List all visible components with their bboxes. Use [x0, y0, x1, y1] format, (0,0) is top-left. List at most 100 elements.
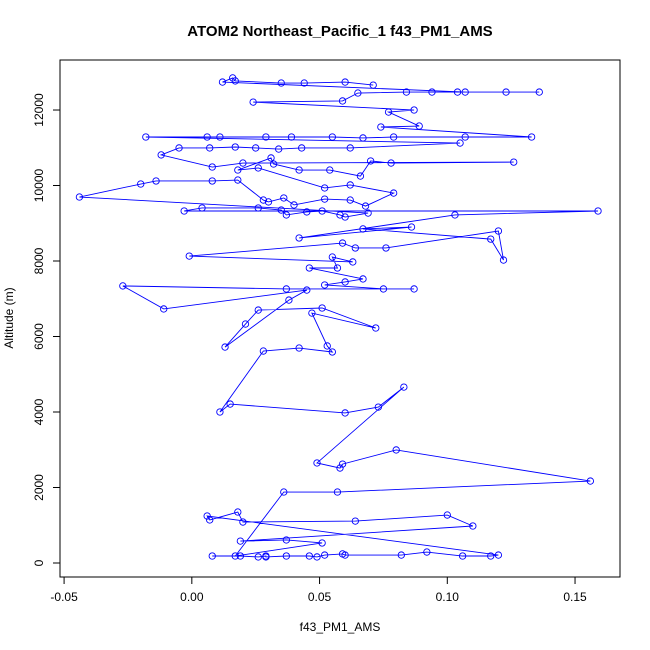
data-point	[206, 144, 214, 152]
x-tick-label: 0.00	[180, 590, 204, 604]
data-point	[305, 264, 313, 272]
data-point	[321, 551, 329, 559]
data-point	[341, 213, 349, 221]
data-point	[384, 108, 393, 116]
data-point	[349, 258, 357, 266]
data-point	[456, 139, 464, 147]
data-point	[428, 88, 436, 96]
data-point	[359, 134, 367, 142]
y-tick-label: 10000	[32, 169, 46, 203]
data-point	[346, 144, 354, 152]
x-tick-label: 0.05	[308, 590, 332, 604]
data-point	[119, 282, 127, 290]
data-point	[333, 488, 342, 496]
data-point	[308, 309, 316, 317]
data-point	[241, 320, 250, 328]
data-point	[277, 79, 285, 87]
data-point	[239, 518, 247, 526]
data-point	[216, 133, 224, 141]
data-point	[458, 552, 467, 560]
data-point	[499, 256, 508, 264]
data-point	[75, 193, 84, 201]
data-point	[494, 551, 503, 559]
data-point	[351, 517, 359, 525]
y-tick-label: 6000	[32, 323, 46, 350]
data-point	[142, 133, 150, 141]
data-point	[328, 348, 336, 356]
data-point	[336, 211, 344, 219]
data-point	[208, 177, 216, 185]
data-point	[287, 133, 296, 141]
y-tick-label: 0	[32, 559, 46, 566]
y-axis-label: Altitude (m)	[2, 287, 16, 348]
chart-title: ATOM2 Northeast_Pacific_1 f43_PM1_AMS	[187, 23, 492, 40]
data-point	[461, 133, 469, 141]
data-point	[341, 78, 349, 86]
data-point	[252, 144, 260, 152]
data-point	[234, 508, 242, 516]
data-point	[379, 285, 388, 293]
data-point	[341, 409, 349, 417]
data-point	[280, 488, 288, 496]
data-point	[298, 144, 306, 152]
data-point	[338, 460, 347, 468]
data-point	[346, 181, 354, 189]
y-tick-label: 4000	[32, 398, 46, 425]
data-point	[451, 211, 459, 219]
data-point	[160, 305, 168, 313]
data-point	[290, 201, 298, 209]
data-point	[586, 477, 595, 485]
data-point	[387, 159, 395, 167]
data-point	[282, 536, 291, 544]
data-point	[185, 252, 193, 260]
data-point	[234, 176, 242, 184]
data-point	[321, 184, 329, 192]
data-point	[236, 552, 245, 560]
data-point	[389, 189, 398, 197]
data-point	[254, 164, 262, 172]
data-point	[231, 552, 239, 560]
data-point	[407, 223, 416, 231]
data-point	[372, 324, 380, 332]
data-point	[277, 206, 285, 214]
data-point	[397, 551, 405, 559]
data-point	[313, 459, 321, 467]
data-point	[236, 537, 245, 545]
x-tick-label: 0.10	[436, 590, 460, 604]
data-point	[341, 551, 349, 559]
data-point	[527, 133, 536, 141]
data-point	[535, 88, 543, 96]
data-point	[203, 133, 211, 141]
data-point	[359, 275, 367, 283]
data-point	[280, 194, 288, 202]
data-point	[208, 163, 216, 171]
data-point	[369, 81, 377, 89]
data-point	[285, 296, 293, 304]
data-point	[282, 552, 291, 560]
data-point	[206, 516, 214, 524]
data-point	[249, 98, 257, 106]
data-point	[402, 88, 411, 96]
data-point	[262, 133, 270, 141]
data-point	[336, 464, 344, 472]
data-point	[313, 553, 321, 561]
data-point	[361, 202, 370, 210]
data-point	[326, 166, 334, 174]
data-point	[341, 278, 349, 286]
data-point	[328, 253, 336, 261]
data-point	[461, 88, 469, 96]
data-point	[305, 552, 313, 560]
data-point	[382, 244, 390, 252]
data-point	[267, 154, 275, 162]
data-point	[239, 159, 247, 167]
data-point	[333, 264, 342, 272]
data-point	[356, 172, 365, 180]
y-tick-label: 2000	[32, 474, 46, 501]
data-point	[364, 209, 372, 217]
data-point	[354, 89, 362, 97]
data-point	[216, 408, 224, 416]
data-point	[208, 552, 216, 560]
data-point	[269, 160, 278, 168]
data-point	[198, 204, 206, 212]
